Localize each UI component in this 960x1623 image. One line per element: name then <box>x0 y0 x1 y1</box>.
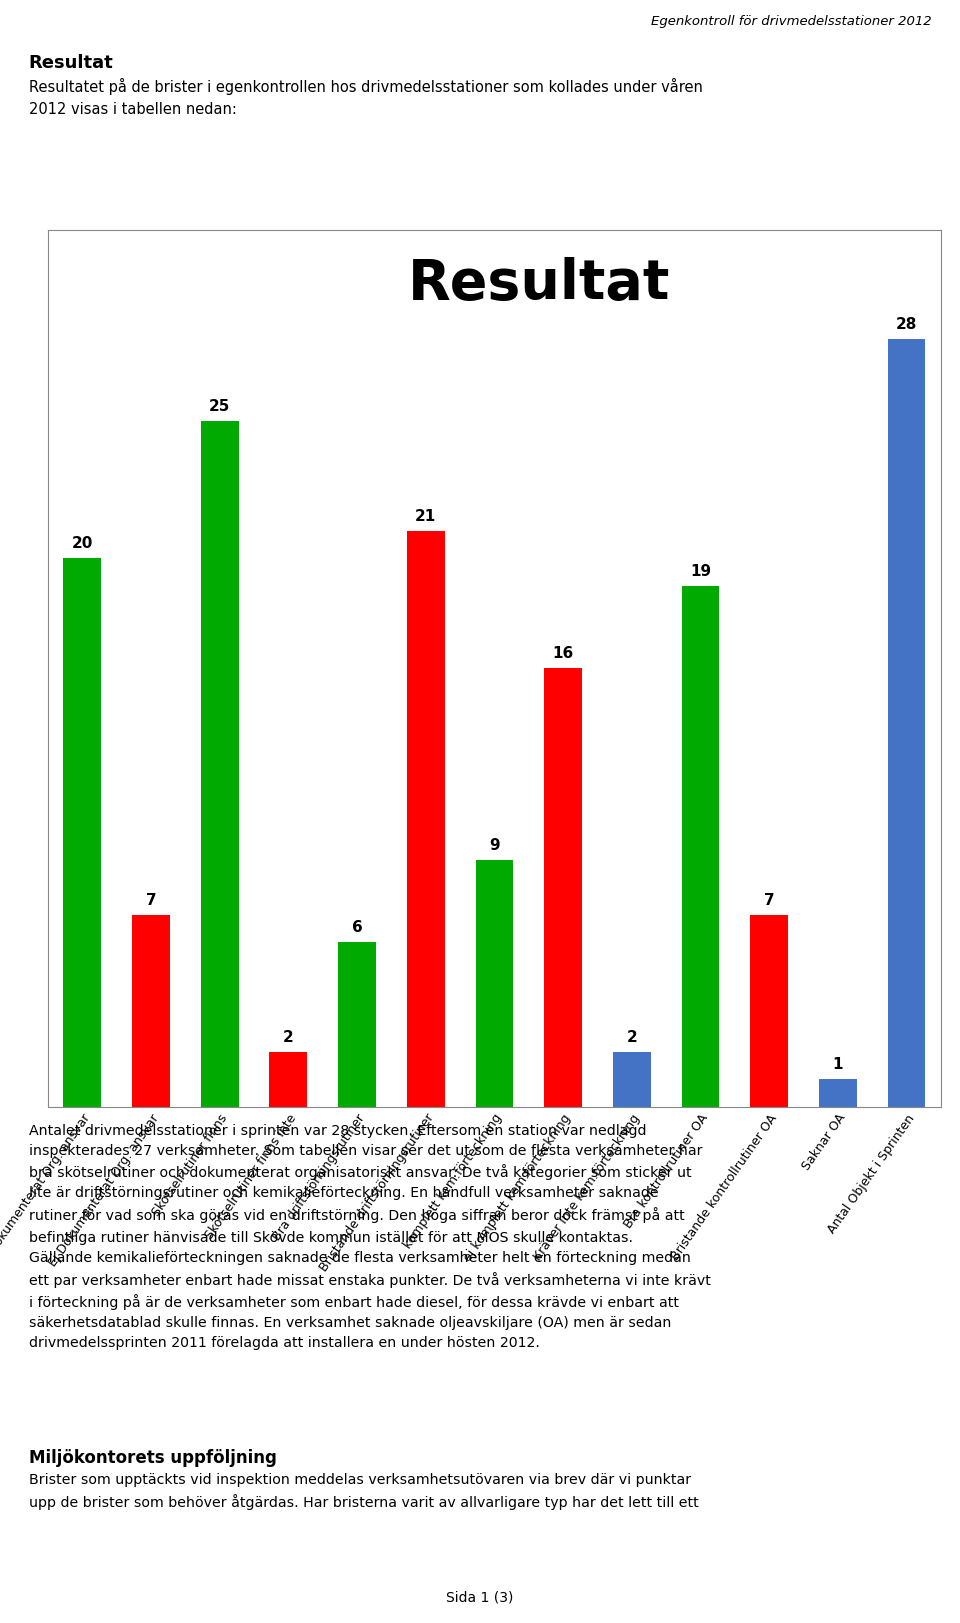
Text: Resultat: Resultat <box>408 256 670 310</box>
Text: 1: 1 <box>832 1057 843 1071</box>
Bar <box>750 915 788 1107</box>
Bar <box>612 1052 651 1107</box>
Text: 28: 28 <box>896 316 917 331</box>
Bar <box>407 532 444 1107</box>
Text: Brister som upptäckts vid inspektion meddelas verksamhetsutövaren via brev där v: Brister som upptäckts vid inspektion med… <box>29 1472 699 1509</box>
Text: 25: 25 <box>209 399 230 414</box>
Text: 2: 2 <box>626 1029 637 1044</box>
Bar <box>888 339 925 1107</box>
Text: Sida 1 (3): Sida 1 (3) <box>446 1589 514 1604</box>
Bar <box>819 1079 856 1107</box>
Text: 16: 16 <box>552 646 574 661</box>
Text: 20: 20 <box>72 536 93 550</box>
Bar <box>63 558 101 1107</box>
Bar <box>132 915 170 1107</box>
Text: 6: 6 <box>351 919 363 935</box>
Text: 19: 19 <box>690 563 711 578</box>
Text: 2: 2 <box>283 1029 294 1044</box>
Text: 7: 7 <box>764 893 775 907</box>
Text: Miljökontorets uppföljning: Miljökontorets uppföljning <box>29 1448 276 1466</box>
Bar <box>682 586 719 1107</box>
Text: Antalet drivmedelsstationer i sprinten var 28 stycken. Eftersom en station var n: Antalet drivmedelsstationer i sprinten v… <box>29 1123 710 1349</box>
Bar <box>201 422 239 1107</box>
Bar <box>270 1052 307 1107</box>
Text: 7: 7 <box>146 893 156 907</box>
Text: Egenkontroll för drivmedelsstationer 2012: Egenkontroll för drivmedelsstationer 201… <box>651 15 931 29</box>
Text: 21: 21 <box>415 508 437 524</box>
Text: Resultat: Resultat <box>29 54 113 71</box>
Text: Resultatet på de brister i egenkontrollen hos drivmedelsstationer som kollades u: Resultatet på de brister i egenkontrolle… <box>29 78 703 117</box>
Bar <box>338 943 376 1107</box>
Text: 9: 9 <box>489 837 500 852</box>
Bar <box>544 669 582 1107</box>
Bar <box>475 860 514 1107</box>
